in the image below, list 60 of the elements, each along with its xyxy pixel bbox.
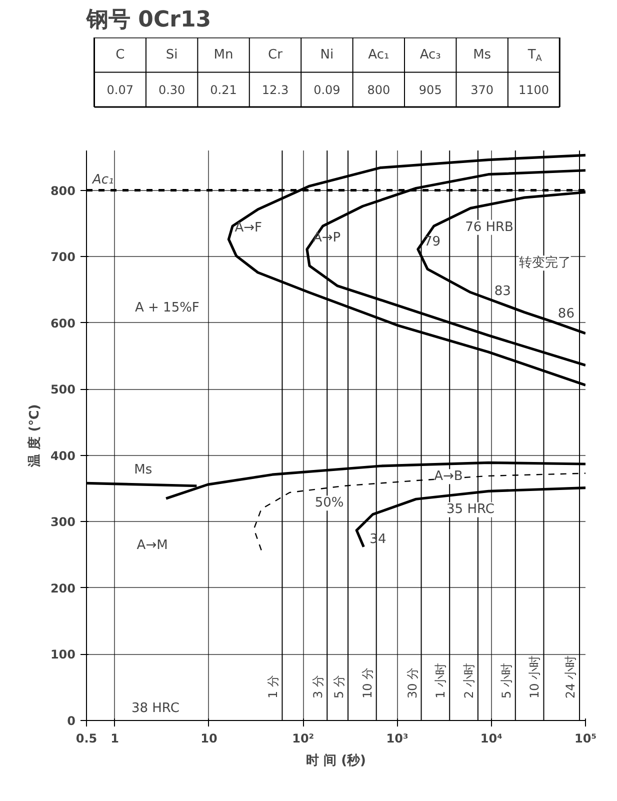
- x-tick-label: 10⁵: [574, 732, 596, 746]
- x-axis-title: 时 间 (秒): [306, 754, 366, 768]
- annotation: 38 HRC: [131, 701, 180, 716]
- data-label: 370: [470, 83, 494, 98]
- x-tick-label: 10⁴: [480, 732, 502, 746]
- y-axis-title: 温 度 (℃): [26, 404, 42, 468]
- annotation: A→F: [234, 220, 262, 236]
- category-label: Mn: [214, 47, 234, 62]
- category-label: Ms: [473, 47, 492, 62]
- category-label: Ac₁: [368, 47, 390, 62]
- ref-line-label: Ac₁: [92, 172, 114, 188]
- annotation: 86: [558, 306, 574, 322]
- ref-line-label: 2 小时: [462, 663, 476, 698]
- data-label: 0.30: [158, 83, 186, 98]
- x-tick-label: 10³: [386, 732, 408, 746]
- annotation: A + 15%F: [134, 300, 200, 316]
- category-label: Ni: [320, 47, 334, 62]
- ref-line-label: 5 分: [332, 675, 346, 698]
- category-label: C: [116, 47, 125, 62]
- annotation: A→M: [136, 538, 168, 554]
- annotation: 35 HRC: [446, 502, 494, 518]
- category-label: Si: [166, 47, 178, 62]
- x-tick-label: 1: [110, 732, 120, 746]
- ref-line-label: 5 小时: [499, 663, 514, 698]
- x-tick-label: 0.5: [76, 732, 98, 746]
- text: 钢号 0Cr13: [86, 8, 212, 32]
- y-tick-label: 500: [50, 382, 76, 397]
- annotation: 50%: [314, 496, 344, 511]
- y-tick-label: 200: [50, 581, 76, 596]
- annotation: Ms: [134, 462, 152, 478]
- annotation: 79: [424, 234, 440, 250]
- data-label: 0.21: [210, 83, 237, 98]
- ref-line-label: 1 分: [266, 675, 280, 698]
- ref-line-label: 3 分: [311, 675, 326, 698]
- category-label: Cr: [268, 47, 284, 62]
- data-label: 0.09: [314, 83, 340, 98]
- annotation: 转变完了: [518, 254, 571, 271]
- data-label: 1100: [518, 83, 550, 98]
- ref-line-label: 10 小时: [528, 655, 542, 698]
- ref-line-label: 24 小时: [564, 655, 578, 698]
- data-label: 905: [418, 83, 442, 98]
- data-label: 0.07: [106, 83, 134, 98]
- annotation: 76 HRB: [465, 220, 514, 235]
- y-tick-label: 100: [50, 648, 76, 662]
- ref-line-label: 1 小时: [434, 663, 448, 698]
- category-label: Ac₃: [420, 47, 441, 62]
- data-label: 12.3: [262, 83, 289, 98]
- y-tick-label: 400: [50, 448, 76, 463]
- data-label: 800: [367, 83, 390, 98]
- y-tick-label: 300: [50, 515, 76, 530]
- ref-line-label: 30 分: [405, 667, 420, 698]
- annotation: A→B: [434, 469, 463, 484]
- y-tick-label: 600: [50, 316, 76, 330]
- ref-line-label: 10 分: [360, 667, 374, 698]
- x-tick-label: 10: [200, 732, 218, 746]
- y-tick-label: 700: [50, 250, 76, 264]
- y-tick-label: 800: [50, 184, 76, 198]
- annotation: 83: [494, 284, 511, 299]
- x-tick-label: 10²: [292, 732, 314, 746]
- y-tick-label: 0: [67, 714, 76, 728]
